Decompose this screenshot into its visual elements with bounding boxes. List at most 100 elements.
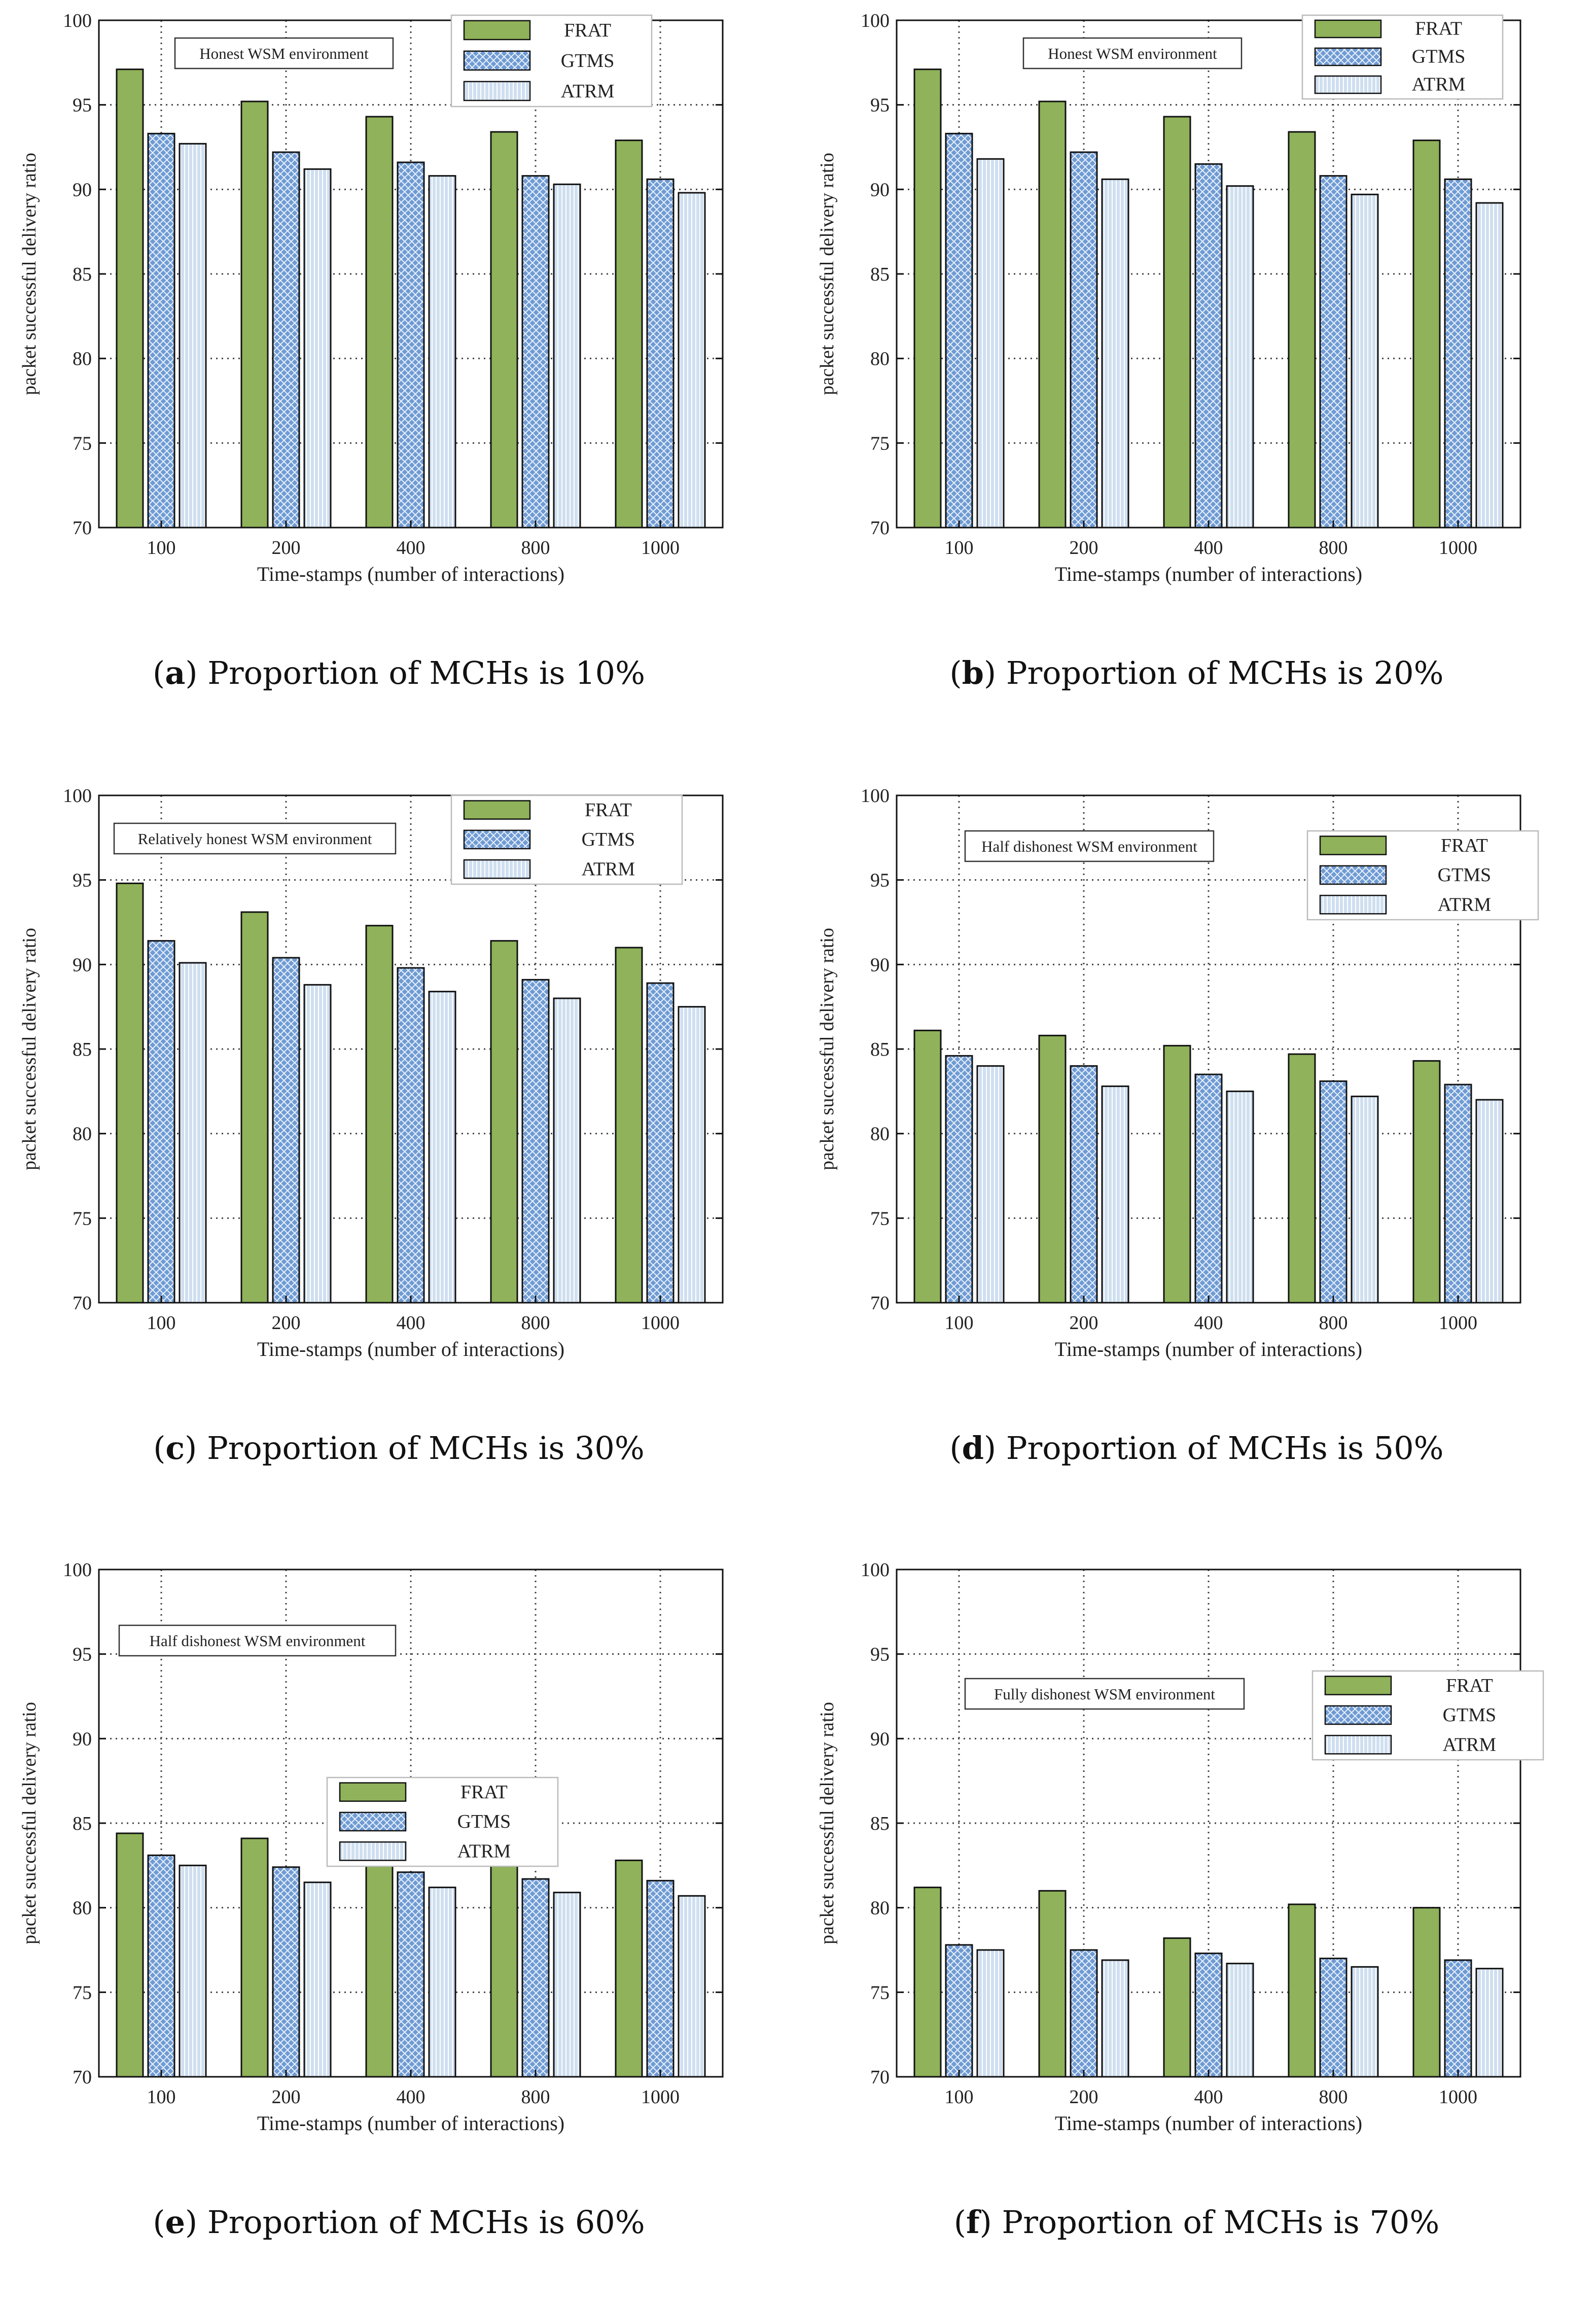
- x-tick-label: 400: [1194, 2086, 1223, 2108]
- chart-e-svg: 707580859095100100 200 400 800 1000Time-stam…: [0, 1549, 798, 2204]
- bar-gtms-200: [273, 1867, 299, 2077]
- x-tick-label: 1000: [1439, 1312, 1477, 1334]
- bar-frat-800: [491, 132, 517, 528]
- bar-gtms-100: [148, 941, 174, 1303]
- bar-frat-400: [366, 1847, 393, 2077]
- y-tick-label: 75: [870, 1208, 890, 1229]
- bar-atrm-1000: [679, 193, 705, 528]
- bar-gtms-400: [398, 162, 424, 528]
- bar-atrm-400: [429, 1888, 455, 2077]
- caption-d: (d) Proportion of MCHs is 50%: [798, 1430, 1595, 1467]
- bar-frat-1000: [616, 1860, 642, 2077]
- caption-a: (a) Proportion of MCHs is 10%: [0, 654, 798, 691]
- y-tick-label: 70: [73, 2067, 92, 2088]
- caption-c-text: Proportion of MCHs is 30%: [207, 1430, 645, 1467]
- caption-e-letter: e: [165, 2204, 185, 2241]
- bar-gtms-100: [946, 133, 972, 528]
- x-tick-label: 200: [272, 1312, 301, 1334]
- chart-a-svg: 70 75 80 85 90 95 100 100 200 400 800 1000 Time-stam…: [0, 0, 798, 654]
- x-tick-label: 800: [1319, 1312, 1348, 1334]
- x-axis-label: Time-stamps (number of interactions): [1055, 2112, 1362, 2135]
- bar-frat-200: [241, 101, 268, 528]
- bar-gtms-800: [1320, 176, 1346, 528]
- bar-atrm-800: [1352, 1096, 1378, 1303]
- caption-a-text: Proportion of MCHs is 10%: [207, 654, 645, 691]
- y-tick-label: 90: [870, 954, 890, 975]
- legend-swatch-gtms: [464, 830, 530, 849]
- y-tick-label: 90: [73, 179, 92, 200]
- annotation-text: Half dishonest WSM environment: [150, 1632, 366, 1650]
- x-tick-label: 400: [397, 537, 425, 559]
- y-tick-label: 90: [73, 954, 92, 975]
- legend-swatch-atrm: [1320, 895, 1386, 914]
- bar-frat-200: [241, 1838, 268, 2077]
- x-tick-label: 200: [272, 537, 301, 559]
- bar-atrm-800: [554, 184, 580, 528]
- x-tick-label: 400: [397, 1312, 425, 1334]
- legend-swatch-frat: [1325, 1677, 1391, 1695]
- bar-frat-100: [914, 1030, 941, 1303]
- legend-label-gtms: GTMS: [582, 829, 635, 850]
- bar-gtms-200: [1071, 1950, 1097, 2077]
- x-tick-label: 1000: [1439, 2086, 1477, 2108]
- y-axis-label: packet successful delivery ratio: [817, 153, 838, 395]
- chart-c-svg: 70 75 80 85 90 95 100 100 200 400 800 1000 Time-stam…: [0, 775, 798, 1430]
- legend-label-frat: FRAT: [1441, 835, 1488, 856]
- y-tick-label: 80: [73, 1898, 92, 1919]
- bar-frat-400: [366, 117, 393, 528]
- y-axis-label: packet successful delivery ratio: [817, 1702, 838, 1944]
- legend-swatch-frat: [464, 801, 530, 819]
- y-tick-label: 100: [63, 10, 92, 31]
- bar-atrm-400: [1227, 1091, 1253, 1303]
- bar-atrm-1000: [679, 1896, 705, 2077]
- x-tick-label: 1000: [641, 2086, 680, 2108]
- bar-atrm-400: [1227, 186, 1253, 528]
- legend-label-atrm: ATRM: [582, 859, 635, 880]
- bar-atrm-1000: [1476, 203, 1503, 528]
- bar-atrm-100: [977, 1950, 1004, 2077]
- x-axis-label: Time-stamps (number of interactions): [1055, 563, 1362, 585]
- y-axis-label: packet successful delivery ratio: [817, 928, 838, 1170]
- bar-frat-400: [1164, 1046, 1190, 1303]
- x-tick-label: 400: [397, 2086, 425, 2108]
- bar-gtms-100: [148, 1855, 174, 2077]
- bar-atrm-100: [180, 1865, 206, 2077]
- bar-frat-1000: [1413, 1908, 1440, 2077]
- bar-frat-100: [117, 1833, 143, 2077]
- x-tick-label: 200: [272, 2086, 301, 2108]
- bar-atrm-100: [180, 963, 206, 1303]
- bar-gtms-100: [946, 1945, 972, 2077]
- x-tick-label: 200: [1070, 2086, 1098, 2108]
- x-tick-label: 100: [945, 537, 974, 559]
- annotation-text: Honest WSM environment: [1048, 45, 1217, 62]
- y-tick-label: 85: [73, 264, 92, 285]
- legend-label-atrm: ATRM: [1438, 894, 1492, 916]
- y-tick-label: 70: [73, 517, 92, 539]
- caption-c-letter: c: [165, 1430, 185, 1467]
- legend-label-gtms: GTMS: [457, 1811, 511, 1832]
- legend-swatch-frat: [1315, 20, 1381, 38]
- x-tick-label: 100: [147, 2086, 176, 2108]
- x-tick-label: 1000: [641, 537, 680, 559]
- x-tick-label: 800: [521, 2086, 550, 2108]
- legend-label-frat: FRAT: [1415, 18, 1462, 40]
- y-tick-label: 100: [63, 1559, 92, 1581]
- bar-gtms-1000: [1445, 179, 1471, 528]
- y-tick-label: 100: [861, 1559, 890, 1581]
- caption-b: (b) Proportion of MCHs is 20%: [798, 654, 1595, 691]
- bar-atrm-400: [429, 992, 455, 1303]
- caption-b-text: Proportion of MCHs is 20%: [1006, 654, 1444, 691]
- legend-swatch-atrm: [464, 860, 530, 878]
- y-tick-label: 90: [870, 179, 890, 200]
- y-axis-label: packet successful delivery ratio: [19, 1702, 40, 1944]
- x-tick-label: 800: [1319, 2086, 1348, 2108]
- y-tick-label: 95: [870, 95, 890, 116]
- annotation-text: Relatively honest WSM environment: [138, 830, 372, 848]
- y-axis-label: packet successful delivery ratio: [19, 153, 40, 395]
- y-tick-label: 100: [63, 785, 92, 807]
- bar-gtms-1000: [647, 983, 673, 1303]
- caption-f-letter: f: [966, 2204, 980, 2241]
- bar-frat-400: [1164, 1938, 1190, 2077]
- legend-swatch-gtms: [464, 51, 530, 70]
- caption-d-text: Proportion of MCHs is 50%: [1006, 1430, 1444, 1467]
